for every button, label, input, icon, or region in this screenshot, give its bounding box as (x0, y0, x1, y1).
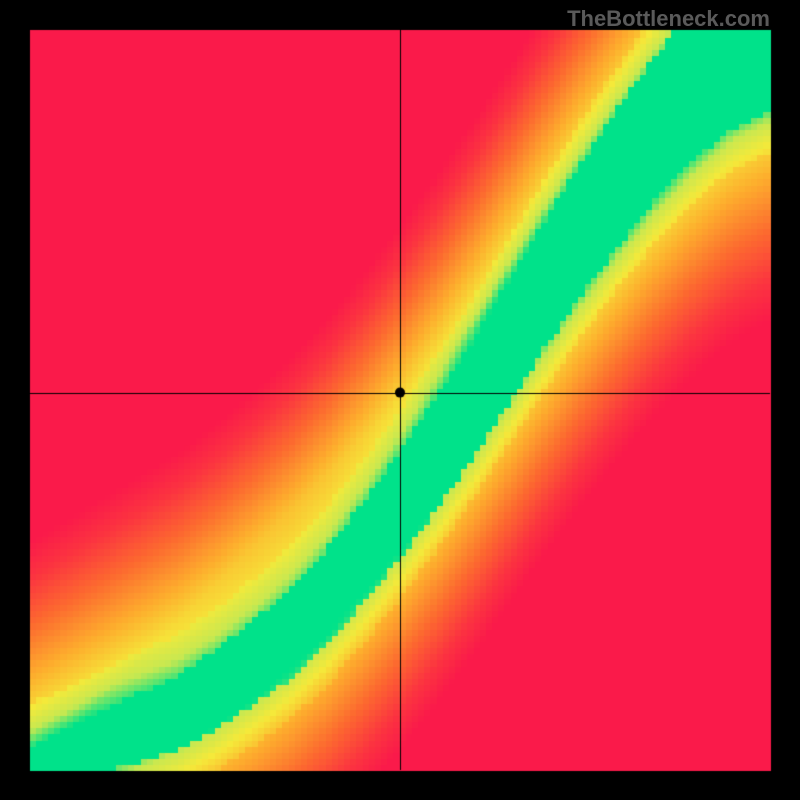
bottleneck-heatmap (0, 0, 800, 800)
watermark-text: TheBottleneck.com (567, 6, 770, 32)
chart-container: TheBottleneck.com (0, 0, 800, 800)
